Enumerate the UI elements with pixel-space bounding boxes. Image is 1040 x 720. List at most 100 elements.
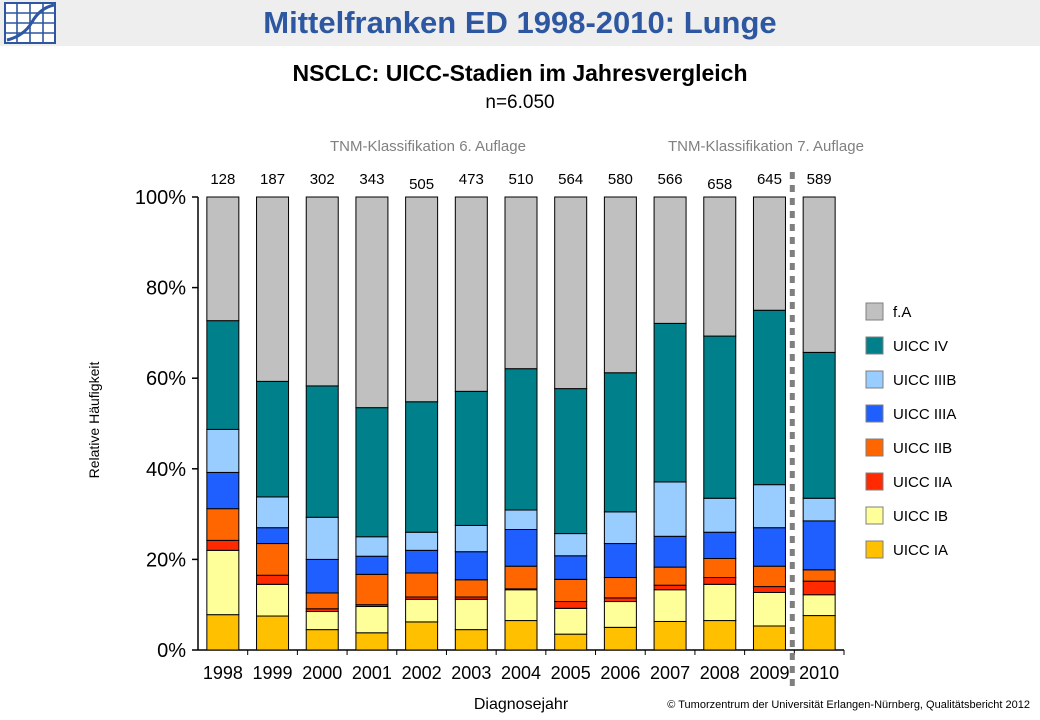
bar-segment-uicc-iia-1999: [256, 574, 290, 585]
bar-segment-uicc-iv-2001: [355, 407, 389, 538]
bar-segment-uicc-iv-1998: [206, 320, 240, 430]
bar-count-label: 658: [707, 176, 732, 193]
bar-segment-f-a-2004: [504, 196, 538, 370]
bar-segment-uicc-iiia-2003: [454, 551, 488, 581]
bar-segment-uicc-iib-1998: [206, 508, 240, 541]
bar-segment-uicc-ib-1998: [206, 549, 240, 616]
bar-segment-uicc-iiia-1998: [206, 471, 240, 510]
bar-segment-f-a-2009: [752, 196, 786, 311]
bar-segment-uicc-ia-2002: [405, 621, 439, 651]
x-tick-label: 2007: [650, 663, 690, 683]
bar-segment-uicc-iiib-2000: [305, 516, 339, 560]
legend-label: UICC IIA: [893, 474, 952, 491]
bar-segment-uicc-ia-2006: [603, 626, 637, 651]
bar-segment-uicc-iia-2005: [554, 601, 588, 609]
bar-count-label: 473: [459, 171, 484, 188]
bar-segment-uicc-iia-1998: [206, 539, 240, 551]
legend-swatch-uicc-iia: [865, 472, 884, 491]
x-tick-label: 2005: [551, 663, 591, 683]
y-tick-label: 0%: [157, 640, 186, 662]
legend-label: UICC IA: [893, 542, 948, 559]
legend-swatch-uicc-iv: [865, 336, 884, 355]
bar-segment-uicc-ia-1998: [206, 614, 240, 651]
bar-segment-uicc-ia-2010: [802, 615, 836, 651]
legend-label: UICC IV: [893, 338, 948, 355]
bar-segment-uicc-iia-2006: [603, 597, 637, 603]
bar-segment-uicc-iia-2009: [752, 586, 786, 593]
bar-segment-uicc-ib-2003: [454, 598, 488, 631]
bar-segment-f-a-2005: [554, 196, 588, 390]
bar-segment-uicc-iib-2006: [603, 577, 637, 599]
x-tick-label: 2009: [749, 663, 789, 683]
bar-segment-uicc-iv-2003: [454, 390, 488, 526]
bar-segment-uicc-iiib-2009: [752, 484, 786, 529]
x-tick-label: 1998: [203, 663, 243, 683]
bar-count-label: 564: [558, 171, 583, 188]
bar-segment-uicc-iv-2002: [405, 401, 439, 533]
bar-segment-uicc-iiia-2004: [504, 529, 538, 567]
bar-segment-uicc-iiia-2007: [653, 535, 687, 568]
bar-segment-f-a-1999: [256, 196, 290, 382]
bar-segment-uicc-ia-2008: [703, 620, 737, 651]
bar-segment-uicc-iib-2003: [454, 579, 488, 598]
bar-segment-uicc-iib-2001: [355, 573, 389, 606]
bar-segment-f-a-2006: [603, 196, 637, 374]
bar-segment-uicc-iiib-2004: [504, 509, 538, 531]
bar-segment-uicc-iib-1999: [256, 543, 290, 576]
bar-segment-uicc-ib-2009: [752, 591, 786, 627]
legend-label: UICC IIIA: [893, 406, 956, 423]
bar-segment-uicc-ia-2009: [752, 625, 786, 651]
bar-segment-uicc-ib-2001: [355, 606, 389, 634]
bar-segment-uicc-iib-2004: [504, 565, 538, 590]
bar-segment-uicc-iiib-1998: [206, 428, 240, 473]
bar-segment-uicc-iib-2008: [703, 557, 737, 579]
bar-segment-uicc-iiia-2006: [603, 543, 637, 579]
classification-6th-label: TNM-Klassifikation 6. Auflage: [330, 138, 526, 155]
legend-label: UICC IIIB: [893, 372, 956, 389]
bar-segment-uicc-iiia-2001: [355, 555, 389, 575]
bar-segment-uicc-ib-2010: [802, 594, 836, 617]
bar-segment-uicc-ib-2005: [554, 607, 588, 635]
bar-segment-uicc-iiib-2002: [405, 531, 439, 551]
bar-segment-uicc-iv-2008: [703, 335, 737, 499]
chart-subtitle: NSCLC: UICC-Stadien im Jahresvergleich: [292, 60, 748, 86]
bar-segment-uicc-iiib-2001: [355, 536, 389, 557]
bar-segment-uicc-iiia-1999: [256, 527, 290, 545]
bar-segment-uicc-iiib-2008: [703, 497, 737, 533]
sample-size-label: n=6.050: [485, 92, 555, 113]
bar-segment-f-a-2003: [454, 196, 488, 392]
bar-segment-uicc-ia-2005: [554, 633, 588, 651]
bar-segment-uicc-ia-2007: [653, 620, 687, 651]
bar-segment-uicc-iiia-2005: [554, 555, 588, 580]
bar-segment-uicc-ib-2006: [603, 601, 637, 628]
bar-segment-uicc-iv-2005: [554, 388, 588, 535]
y-tick-label: 20%: [146, 549, 186, 571]
bar-segment-uicc-ia-1999: [256, 615, 290, 651]
bar-segment-uicc-ib-1999: [256, 583, 290, 617]
page-title: Mittelfranken ED 1998-2010: Lunge: [263, 5, 777, 40]
bar-count-label: 589: [807, 171, 832, 188]
bar-segment-uicc-iia-2007: [653, 584, 687, 591]
bar-segment-uicc-iv-2010: [802, 351, 836, 499]
y-tick-label: 100%: [135, 187, 186, 209]
bar-segment-uicc-iiib-2003: [454, 524, 488, 553]
bar-segment-uicc-iib-2005: [554, 578, 588, 603]
bar-count-label: 645: [757, 171, 782, 188]
bar-count-label: 302: [310, 171, 335, 188]
bar-segment-uicc-iia-2010: [802, 580, 836, 596]
bar-segment-f-a-2008: [703, 196, 737, 337]
x-tick-label: 2006: [600, 663, 640, 683]
bar-segment-f-a-2007: [653, 196, 687, 324]
bar-segment-uicc-iia-2008: [703, 577, 737, 585]
bar-count-label: 128: [210, 171, 235, 188]
bar-count-label: 505: [409, 176, 434, 193]
legend-swatch-uicc-ib: [865, 506, 884, 525]
bar-segment-uicc-ib-2000: [305, 610, 339, 631]
bar-segment-uicc-iib-2009: [752, 565, 786, 588]
bar-count-label: 566: [658, 171, 683, 188]
bar-segment-uicc-iib-2000: [305, 592, 339, 610]
bar-segment-f-a-2000: [305, 196, 339, 387]
x-tick-label: 2002: [402, 663, 442, 683]
bar-segment-f-a-1998: [206, 196, 240, 322]
